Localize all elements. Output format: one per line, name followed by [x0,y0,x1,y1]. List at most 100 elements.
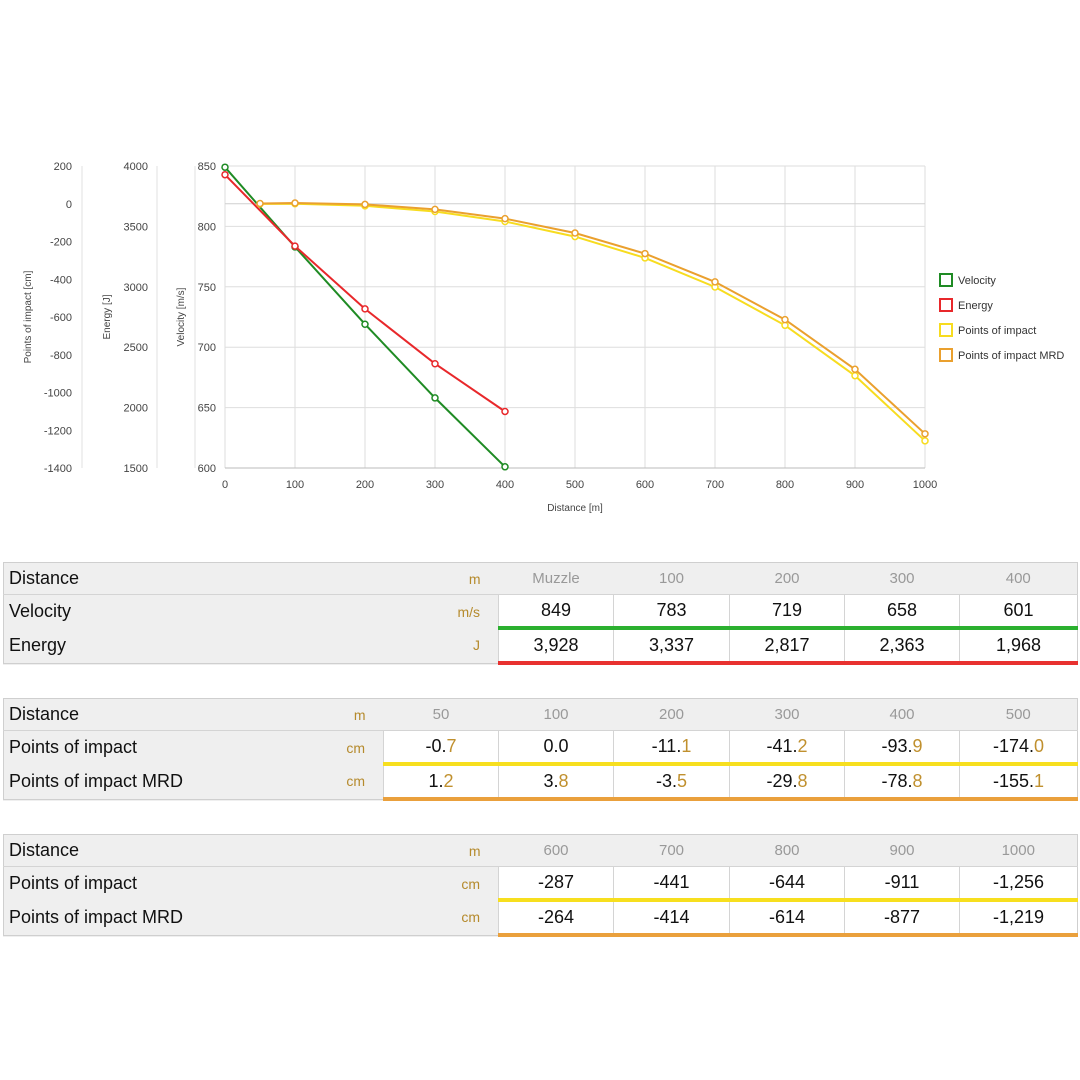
energy-cell: 3,928 [498,628,614,665]
distance-header-cell: 800 [729,834,845,867]
points-of-impact-mrd-point [256,199,264,208]
distance-header-cell: Muzzle [498,562,614,595]
energy-tick-label: 3000 [124,282,148,294]
distance-header-cell: 700 [613,834,730,867]
points-of-impact-mrd-cell: -614 [729,900,845,937]
energy-tick-label: 1500 [124,463,148,475]
points-of-impact-row: Points of impact cm -0.7 0.0 -11.1 -41.2… [4,730,1078,766]
points-of-impact-mrd-point [501,214,509,223]
x-tick-label: 900 [846,479,864,491]
x-tick-label: 700 [706,479,724,491]
x-tick-label: 500 [566,479,584,491]
distance-header-cell: 100 [498,698,614,731]
impact-table-near: Distance m 50 100 200 300 400 500 Points… [3,698,1078,801]
distance-unit: m [308,698,384,731]
points-of-impact-mrd-cell: -3.5 [613,764,730,801]
points-of-impact-mrd-point [711,278,719,286]
energy-row: Energy J 3,928 3,337 2,817 2,363 1,968 [4,628,1078,665]
points-of-impact-unit: cm [346,739,365,756]
distance-unit: m [423,834,499,867]
points-of-impact-mrd-point [781,315,789,324]
distance-label: Distance [3,834,424,867]
points-of-impact-mrd-cell: -29.8 [729,764,845,801]
points-of-impact-point [921,437,929,445]
energy-point [221,170,229,179]
points-of-impact-mrd-cell: -155.1 [959,764,1078,801]
points-of-impact-mrd-cell: -877 [844,900,960,937]
velocity-tick-label: 600 [198,463,216,475]
energy-tick-label: 2500 [124,342,148,354]
x-tick-label: 1000 [913,479,937,491]
points-of-impact-mrd-point [921,430,929,438]
distance-unit: m [423,562,499,595]
points-of-impact-mrd-cell: -1,219 [959,900,1078,937]
points-of-impact-mrd-cell: -78.8 [844,764,960,801]
points-of-impact-mrd-row: Points of impact MRD cm -264 -414 -614 -… [4,900,1078,937]
points-of-impact-cell: -41.2 [729,730,845,766]
distance-header-row: Distance m 600 700 800 900 1000 [3,834,1078,867]
x-tick-label: 200 [356,479,374,491]
points-of-impact-cell: -644 [729,866,845,902]
energy-cell: 1,968 [959,628,1078,665]
energy-point [431,359,439,368]
points-of-impact-cell: -0.7 [383,730,499,766]
velocity-cell: 849 [498,594,614,630]
points-of-impact-cell: -93.9 [844,730,960,766]
velocity-label: Velocity [9,601,72,621]
distance-header-cell: 100 [613,562,730,595]
distance-header-cell: 50 [383,698,499,731]
distance-header-row: Distance m Muzzle 100 200 300 400 [3,562,1078,595]
points-of-impact-mrd-label: Points of impact MRD [9,770,184,791]
impact-tick-label: -200 [50,237,72,249]
energy-cell: 2,817 [729,628,845,665]
energy-legend-label: Energy [958,300,993,312]
velocity-tick-label: 800 [198,221,216,233]
points-of-impact-mrd-legend-label: Points of impact MRD [958,350,1064,362]
energy-cell: 3,337 [613,628,730,665]
points-of-impact-mrd-point [571,229,579,237]
distance-header-row: Distance m 50 100 200 300 400 500 [3,698,1078,731]
impact-table-far: Distance m 600 700 800 900 1000 Points o… [3,834,1078,937]
points-of-impact-mrd-point [851,365,859,374]
points-of-impact-cell: -174.0 [959,730,1078,766]
distance-header-cell: 200 [613,698,730,731]
points-of-impact-unit: cm [461,875,480,892]
velocity-cell: 601 [959,594,1078,630]
points-of-impact-cell: -911 [844,866,960,902]
energy-point [291,242,299,250]
points-of-impact-mrd-cell: 1.2 [383,764,499,801]
impact-tick-label: -1200 [44,425,72,437]
distance-header-cell: 900 [844,834,960,867]
points-of-impact-cell: -1,256 [959,866,1078,902]
points-of-impact-mrd-row: Points of impact MRD cm 1.2 3.8 -3.5 -29… [4,764,1078,801]
x-tick-label: 600 [636,479,654,491]
energy-tick-label: 2000 [124,403,148,415]
impact-tick-label: 0 [66,199,72,211]
x-tick-label: 0 [222,479,228,491]
points-of-impact-cell: -441 [613,866,730,902]
distance-header-cell: 400 [959,562,1078,595]
points-of-impact-legend-swatch [939,323,953,337]
distance-header-cell: 400 [844,698,960,731]
points-of-impact-mrd-cell: -414 [613,900,730,937]
distance-label: Distance [3,698,309,731]
impact-tick-label: -400 [50,274,72,286]
impact-tick-label: -1000 [44,388,72,400]
velocity-legend-label: Velocity [958,275,996,287]
energy-point [501,407,509,416]
points-of-impact-mrd-unit: cm [346,773,365,790]
points-of-impact-line [259,202,926,442]
energy-legend-swatch [939,298,953,312]
x-tick-label: 400 [496,479,514,491]
distance-header-cell: 500 [959,698,1078,731]
points-of-impact-mrd-point [431,205,439,214]
velocity-tick-label: 650 [198,403,216,415]
points-of-impact-mrd-cell: -264 [498,900,614,937]
distance-header-cell: 1000 [959,834,1078,867]
points-of-impact-label: Points of impact [9,737,138,757]
velocity-unit: m/s [457,603,480,620]
velocity-point [221,163,229,171]
impact-tick-label: -600 [50,312,72,324]
points-of-impact-mrd-point [361,200,369,209]
velocity-point [501,463,509,471]
